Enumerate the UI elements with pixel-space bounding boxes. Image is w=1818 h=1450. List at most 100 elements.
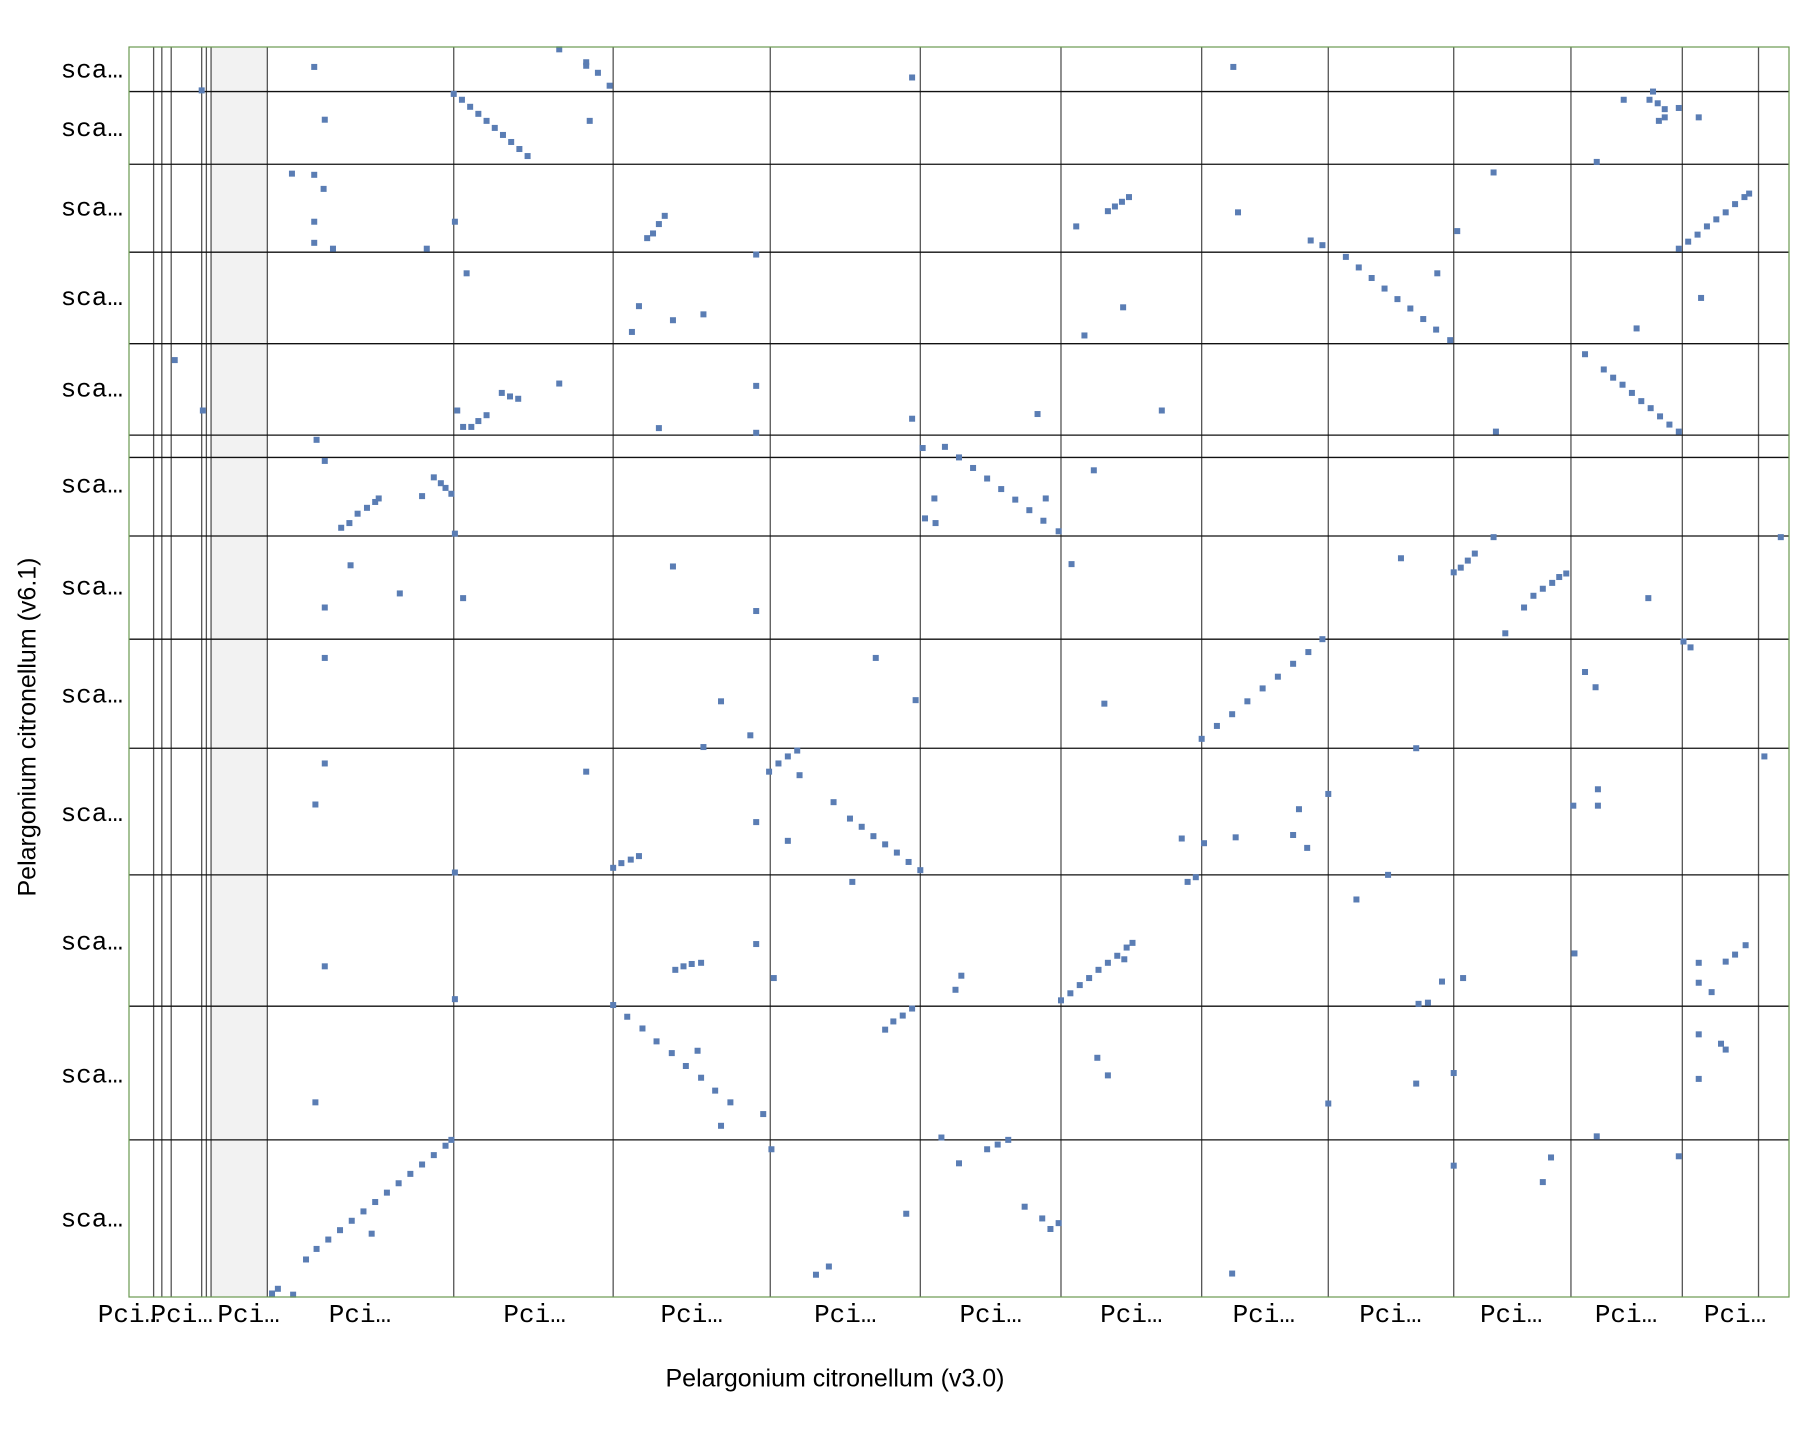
dot [290, 1291, 297, 1298]
dot [1433, 326, 1440, 333]
dot [1034, 411, 1041, 418]
dot [1628, 389, 1635, 396]
dot [1645, 595, 1652, 602]
dot [556, 380, 563, 387]
dot [1703, 223, 1710, 230]
dot [463, 270, 470, 277]
dot [321, 604, 328, 611]
dot [870, 833, 877, 840]
dot [700, 311, 707, 318]
x-tick-label: Pci… [329, 1300, 391, 1330]
dot [825, 1263, 832, 1270]
dot [395, 1180, 402, 1187]
dot [1685, 238, 1692, 245]
dot [1490, 169, 1497, 176]
dot [508, 138, 515, 145]
y-axis-title: Pelargonium citronellum (v6.1) [14, 557, 42, 896]
dot [1746, 190, 1753, 197]
dot [375, 495, 382, 502]
dot [1582, 351, 1589, 358]
dot [1413, 745, 1420, 752]
dot [905, 858, 912, 865]
y-tick-label: sca… [61, 680, 123, 710]
dot [1708, 989, 1715, 996]
dot [199, 407, 206, 414]
dot [628, 328, 635, 335]
dot [311, 218, 318, 225]
dot [1057, 997, 1064, 1004]
dot [627, 856, 634, 863]
dot [1521, 604, 1528, 611]
dot [325, 1236, 332, 1243]
dot [1633, 325, 1640, 332]
dot [1111, 203, 1118, 210]
dot [1290, 831, 1297, 838]
dot [311, 239, 318, 246]
dot [1081, 332, 1088, 339]
dot [475, 110, 482, 117]
dot [1650, 88, 1657, 95]
dot [423, 245, 430, 252]
dot [956, 454, 962, 461]
dot [1101, 700, 1108, 707]
dot [912, 697, 919, 704]
dot [994, 1141, 1001, 1148]
dot [1593, 1133, 1600, 1140]
dot [1039, 1215, 1046, 1222]
dot [419, 1161, 426, 1168]
dot [311, 171, 318, 178]
dot [1201, 840, 1208, 847]
dot [624, 1013, 631, 1020]
dot [1675, 1153, 1682, 1160]
x-tick-label: Pci… [1595, 1300, 1657, 1330]
dot [507, 393, 514, 400]
dot [1582, 669, 1589, 675]
dot [460, 595, 467, 602]
dot [1695, 959, 1702, 966]
dot [753, 251, 760, 258]
x-tick-label: Pci… [1100, 1300, 1162, 1330]
dot [970, 464, 977, 471]
dot [1121, 956, 1128, 963]
dot [313, 1245, 320, 1252]
dot [698, 959, 705, 966]
dot [1438, 978, 1445, 985]
dot [1158, 407, 1165, 414]
dot [727, 1099, 734, 1106]
dot [931, 495, 938, 502]
dot [1777, 534, 1784, 541]
dot [516, 146, 523, 153]
dot [903, 1210, 910, 1217]
dot [1655, 117, 1662, 124]
dot [682, 1062, 689, 1069]
dot [1381, 285, 1388, 292]
y-tick-label: sca… [61, 55, 123, 85]
dot [499, 131, 506, 138]
dot [1687, 644, 1694, 651]
dot [644, 235, 651, 242]
dot [437, 480, 444, 487]
dot [766, 768, 773, 775]
dot [372, 498, 379, 505]
dot [1742, 942, 1749, 949]
plot-border [128, 46, 1790, 1298]
dot [775, 760, 782, 767]
dot [586, 117, 593, 124]
dot [1319, 636, 1326, 643]
dots [171, 46, 1784, 1298]
dot [893, 849, 900, 856]
dot [1192, 874, 1199, 881]
dot [1307, 237, 1314, 244]
dot [303, 1256, 310, 1263]
dot [329, 245, 336, 252]
dot [1647, 405, 1654, 412]
dot [1502, 630, 1509, 637]
dot [171, 357, 178, 364]
dot [1471, 550, 1478, 557]
dot [467, 103, 474, 110]
dot [1490, 534, 1497, 541]
highlight-band [211, 47, 267, 1297]
dot [606, 82, 613, 89]
dot [288, 170, 295, 177]
